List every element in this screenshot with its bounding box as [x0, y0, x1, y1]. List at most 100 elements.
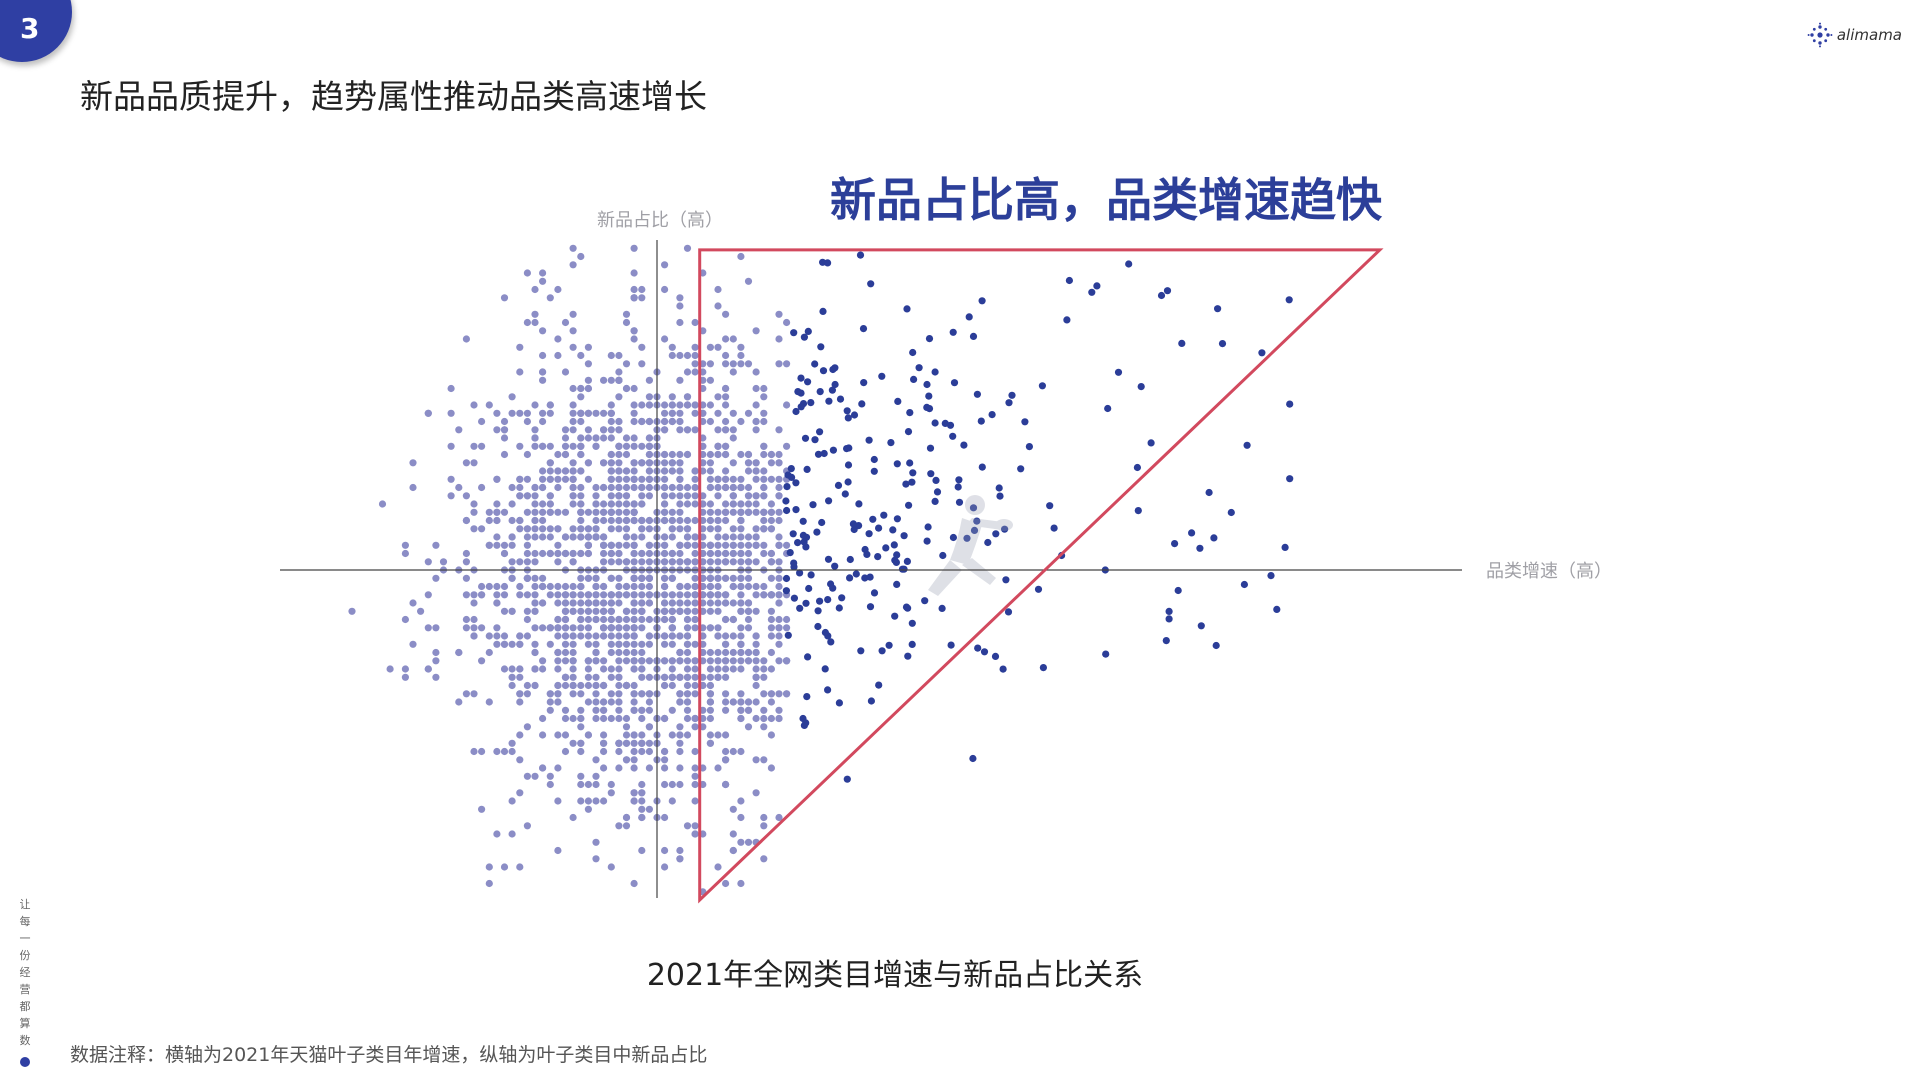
scatter-point: [569, 401, 577, 409]
scatter-point: [592, 508, 600, 516]
scatter-point: [867, 280, 875, 288]
scatter-point: [592, 582, 600, 591]
scatter-point: [401, 665, 409, 673]
scatter-point: [744, 624, 753, 632]
scatter-point: [516, 690, 524, 698]
scatter-point: [691, 780, 699, 789]
scatter-point: [622, 756, 631, 764]
scatter-point: [645, 442, 654, 450]
scatter-point: [1104, 404, 1112, 413]
scatter-point: [645, 640, 654, 648]
scatter-point: [584, 591, 593, 599]
scatter-point: [630, 657, 638, 665]
scatter-point: [706, 417, 715, 426]
scatter-point: [622, 624, 631, 632]
scatter-point: [470, 459, 478, 467]
scatter-point: [508, 574, 516, 582]
scatter-point: [729, 574, 737, 582]
scatter-point: [844, 461, 853, 469]
scatter-point: [554, 698, 562, 706]
scatter-point: [531, 525, 539, 533]
scatter-point: [500, 417, 509, 426]
scatter-point: [561, 442, 570, 450]
scatter-point: [828, 386, 837, 394]
scatter-point: [1125, 260, 1133, 268]
scatter-point: [775, 541, 783, 549]
scatter-point: [462, 516, 470, 525]
scatter-point: [401, 549, 409, 558]
scatter-point: [760, 657, 768, 665]
scatter-point: [661, 467, 669, 475]
scatter-point: [600, 459, 608, 467]
scatter-point: [569, 690, 577, 698]
scatter-point: [722, 549, 730, 558]
scatter-point: [661, 846, 669, 855]
scatter-point: [592, 756, 600, 764]
scatter-point: [630, 789, 638, 797]
scatter-point: [729, 541, 737, 549]
scatter-point: [714, 558, 722, 566]
scatter-point: [974, 644, 982, 652]
scatter-point: [737, 582, 745, 591]
scatter-point: [592, 780, 600, 789]
scatter-point: [691, 401, 699, 409]
scatter-point: [752, 459, 760, 467]
scatter-point: [516, 516, 524, 525]
scatter-point: [729, 500, 737, 508]
scatter-point: [676, 417, 684, 426]
scatter-point: [569, 714, 577, 723]
scatter-point: [861, 574, 869, 582]
scatter-point: [668, 533, 676, 541]
scatter-point: [539, 409, 547, 417]
scatter-point: [706, 516, 715, 525]
scatter-point: [607, 558, 615, 566]
vertical-slogan: 让每一份经营都算数: [18, 896, 32, 1049]
scatter-point: [752, 698, 760, 706]
scatter-point: [714, 285, 722, 294]
scatter-point: [691, 665, 699, 673]
scatter-point: [892, 558, 901, 567]
scatter-point: [767, 731, 776, 739]
scatter-point: [554, 681, 562, 690]
scatter-point: [638, 640, 646, 648]
scatter-point: [569, 459, 577, 467]
scatter-point: [577, 632, 585, 640]
scatter-point: [714, 599, 722, 607]
scatter-point: [516, 343, 524, 351]
scatter-point: [752, 384, 760, 393]
scatter-point: [737, 533, 745, 541]
scatter-point: [775, 813, 783, 822]
scatter-point: [714, 657, 722, 665]
scatter-point: [592, 591, 600, 599]
scatter-point: [1021, 418, 1029, 426]
scatter-point: [767, 475, 776, 483]
scatter-point: [752, 475, 760, 483]
scatter-point: [744, 409, 753, 417]
scatter-point: [531, 607, 539, 615]
scatter-point: [722, 351, 730, 360]
scatter-point: [869, 515, 877, 523]
scatter-point: [622, 541, 631, 549]
scatter-point: [661, 591, 669, 599]
scatter-point: [744, 483, 753, 492]
scatter-point: [615, 665, 623, 673]
scatter-point: [816, 388, 824, 396]
scatter-point: [984, 538, 992, 547]
scatter-point: [829, 365, 837, 374]
scatter-point: [760, 393, 768, 401]
scatter-point: [577, 450, 585, 459]
scatter-point: [500, 549, 509, 558]
scatter-point: [630, 285, 638, 294]
scatter-point: [615, 640, 623, 648]
scatter-point: [752, 327, 760, 335]
scatter-point: [539, 277, 547, 285]
scatter-point: [1162, 637, 1170, 645]
scatter-point: [638, 343, 646, 351]
scatter-point: [814, 607, 822, 615]
scatter-point: [910, 375, 918, 383]
scatter-point: [516, 442, 524, 450]
scatter-point: [706, 574, 715, 582]
scatter-point: [645, 417, 654, 426]
scatter-point: [584, 384, 593, 393]
scatter-point: [729, 582, 737, 591]
